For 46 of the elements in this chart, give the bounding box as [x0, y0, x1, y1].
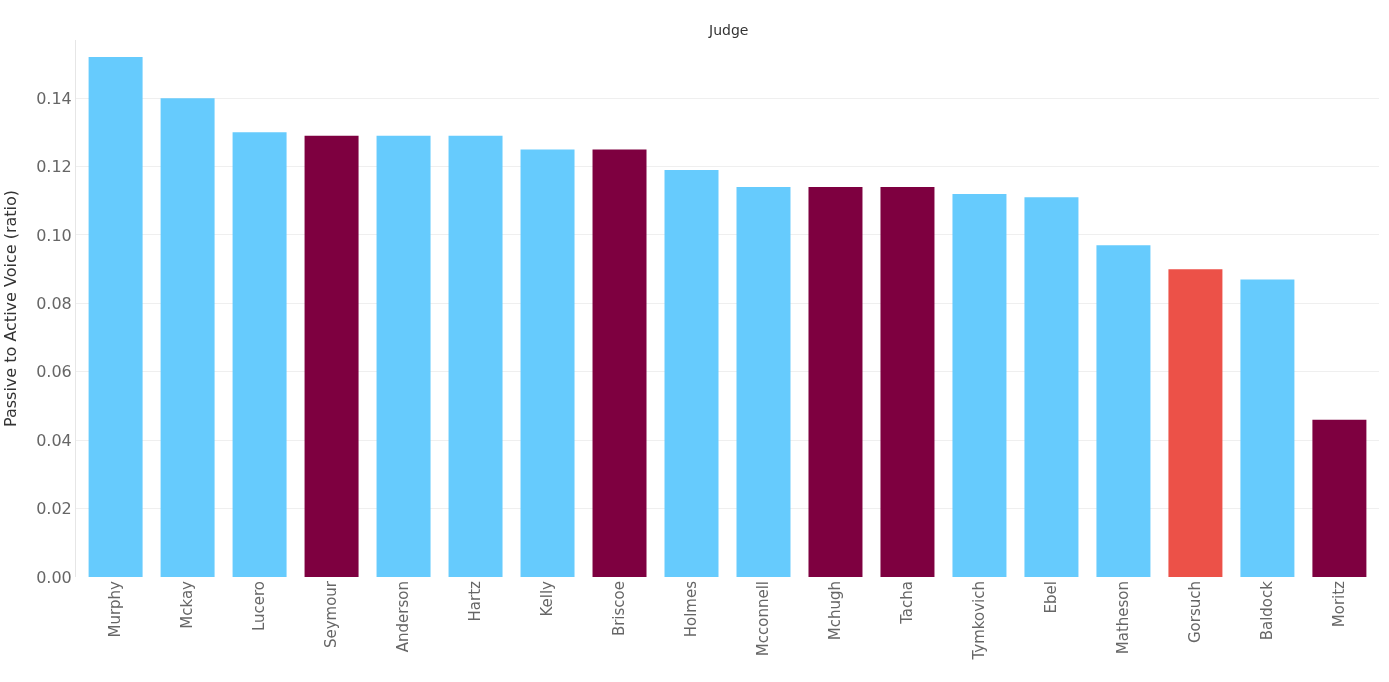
bar	[808, 187, 863, 577]
y-tick-label: 0.14	[36, 88, 72, 108]
bar	[376, 135, 431, 577]
x-tick-label: Seymour	[322, 580, 341, 649]
bar	[160, 98, 215, 577]
x-tick-label: Matheson	[1114, 581, 1133, 655]
y-tick-label: 0.10	[36, 225, 72, 245]
bar	[880, 187, 935, 577]
x-tick-label: Mchugh	[826, 581, 845, 641]
y-tick-label: 0.06	[36, 362, 72, 382]
x-tick-label: Briscoe	[610, 581, 629, 637]
bar	[88, 57, 143, 577]
x-tick-label: Holmes	[682, 580, 701, 638]
bar	[448, 135, 503, 577]
x-tick-label: Tacha	[898, 581, 917, 625]
bar	[952, 193, 1007, 577]
bar	[1024, 197, 1079, 577]
x-tick-label: Tymkovich	[970, 581, 989, 661]
x-tick-label: Moritz	[1330, 580, 1349, 628]
x-tick-label: Gorsuch	[1186, 581, 1205, 644]
bar	[1240, 279, 1295, 577]
x-tick-label: Ebel	[1042, 581, 1061, 614]
y-tick-label: 0.00	[36, 567, 72, 587]
y-tick-label: 0.12	[36, 157, 72, 177]
x-tick-label: Mcconnell	[754, 581, 773, 657]
bar	[232, 132, 287, 577]
bar	[736, 187, 791, 577]
x-tick-label: Baldock	[1258, 580, 1277, 641]
x-tick-label: Hartz	[466, 580, 485, 622]
y-tick-label: 0.08	[36, 293, 72, 313]
bar	[1312, 419, 1367, 577]
bar	[304, 135, 359, 577]
x-tick-label: Anderson	[394, 581, 413, 653]
bar	[1096, 245, 1151, 577]
y-axis-title: Passive to Active Voice (ratio)	[1, 189, 21, 428]
bar	[520, 149, 575, 577]
x-tick-label: Mckay	[178, 580, 197, 629]
x-axis-title: Judge	[708, 22, 749, 38]
y-tick-label: 0.04	[36, 430, 72, 450]
x-tick-label: Murphy	[106, 580, 125, 638]
bar	[664, 169, 719, 577]
y-tick-label: 0.02	[36, 499, 72, 519]
bar	[1168, 269, 1223, 577]
bar	[592, 149, 647, 577]
x-tick-label: Lucero	[250, 581, 269, 632]
x-tick-label: Kelly	[538, 580, 557, 617]
